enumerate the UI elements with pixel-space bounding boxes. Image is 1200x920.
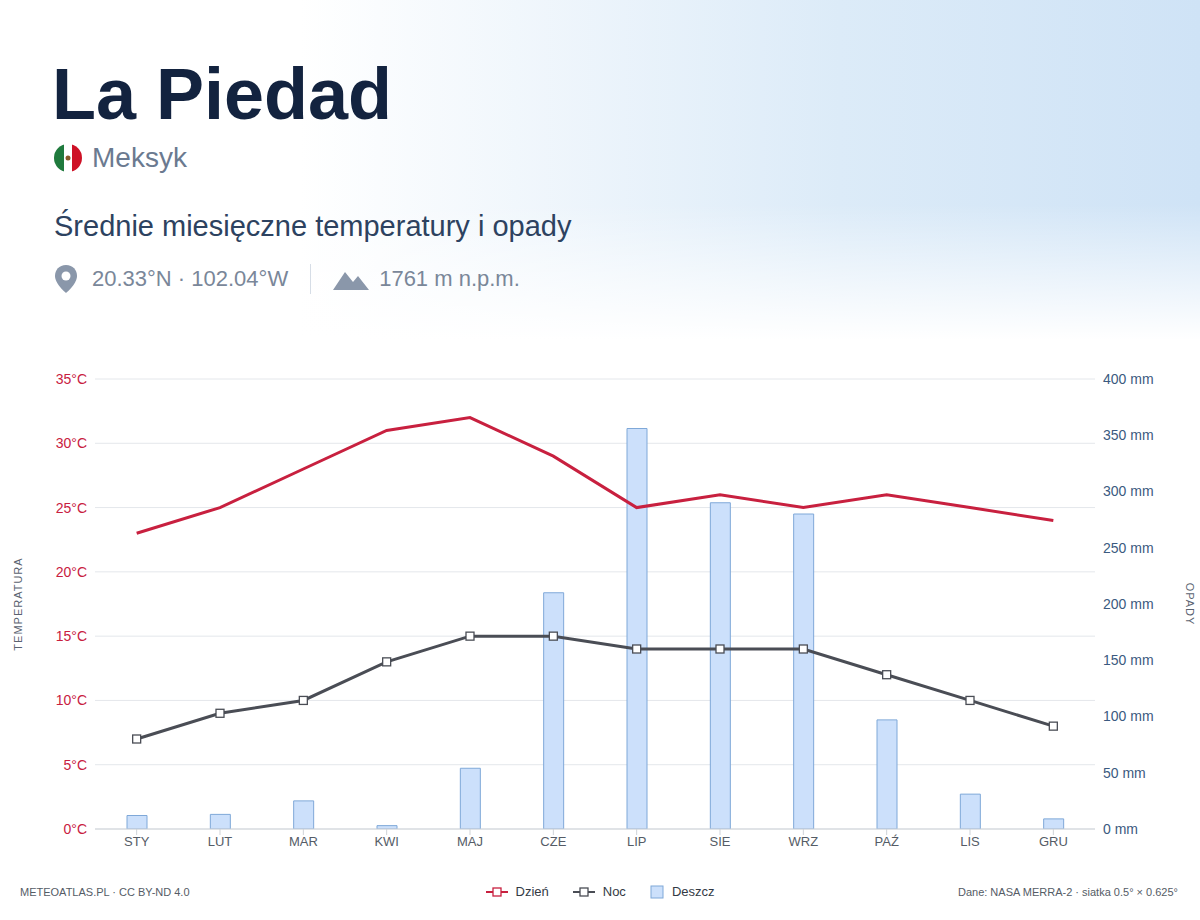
html-text:Deszcz: Deszcz xyxy=(671,884,715,899)
svg-text:0°C: 0°C xyxy=(64,821,88,837)
html-text:Średnie miesięczne temperatury: Średnie miesięczne temperatury i opady xyxy=(54,210,572,242)
svg-text:20°C: 20°C xyxy=(56,564,87,580)
svg-text:300 mm: 300 mm xyxy=(1103,483,1154,499)
svg-text:25°C: 25°C xyxy=(56,500,87,516)
svg-text:MAR: MAR xyxy=(289,834,318,849)
svg-text:LIP: LIP xyxy=(627,834,647,849)
html-text:20.33°N · 102.04°W: 20.33°N · 102.04°W xyxy=(92,266,289,291)
svg-text:MAJ: MAJ xyxy=(457,834,483,849)
html-text:Meksyk: Meksyk xyxy=(92,142,187,173)
svg-text:150 mm: 150 mm xyxy=(1103,652,1154,668)
html-text:Dzień: Dzień xyxy=(515,884,549,899)
svg-text:SIE: SIE xyxy=(710,834,731,849)
svg-text:10°C: 10°C xyxy=(56,692,87,708)
svg-text:30°C: 30°C xyxy=(56,435,87,451)
svg-text:400 mm: 400 mm xyxy=(1103,371,1154,387)
svg-text:50 mm: 50 mm xyxy=(1103,765,1146,781)
svg-text:KWI: KWI xyxy=(374,834,399,849)
svg-text:200 mm: 200 mm xyxy=(1103,596,1154,612)
svg-text:CZE: CZE xyxy=(540,834,566,849)
svg-text:LIS: LIS xyxy=(960,834,980,849)
html-text:METEOATLAS.PL · CC BY-ND 4.0: METEOATLAS.PL · CC BY-ND 4.0 xyxy=(20,886,190,898)
svg-text:350 mm: 350 mm xyxy=(1103,427,1154,443)
svg-text:250 mm: 250 mm xyxy=(1103,540,1154,556)
svg-text:PAŹ: PAŹ xyxy=(875,834,899,849)
svg-text:15°C: 15°C xyxy=(56,628,87,644)
svg-text:TEMPERATURA: TEMPERATURA xyxy=(12,557,24,650)
html-text:La Piedad: La Piedad xyxy=(52,54,393,134)
html-text:1761 m n.p.m.: 1761 m n.p.m. xyxy=(379,266,520,291)
svg-text:OPADY: OPADY xyxy=(1184,583,1196,626)
html-text:Dane: NASA MERRA-2 · siatka 0.: Dane: NASA MERRA-2 · siatka 0.5° × 0.625… xyxy=(958,886,1178,898)
svg-text:WRZ: WRZ xyxy=(789,834,819,849)
svg-text:GRU: GRU xyxy=(1039,834,1068,849)
html-text:Noc: Noc xyxy=(602,884,626,899)
svg-text:STY: STY xyxy=(124,834,150,849)
svg-text:35°C: 35°C xyxy=(56,371,87,387)
svg-text:5°C: 5°C xyxy=(64,757,88,773)
svg-text:LUT: LUT xyxy=(208,834,233,849)
svg-text:0 mm: 0 mm xyxy=(1103,821,1138,837)
svg-text:100 mm: 100 mm xyxy=(1103,708,1154,724)
